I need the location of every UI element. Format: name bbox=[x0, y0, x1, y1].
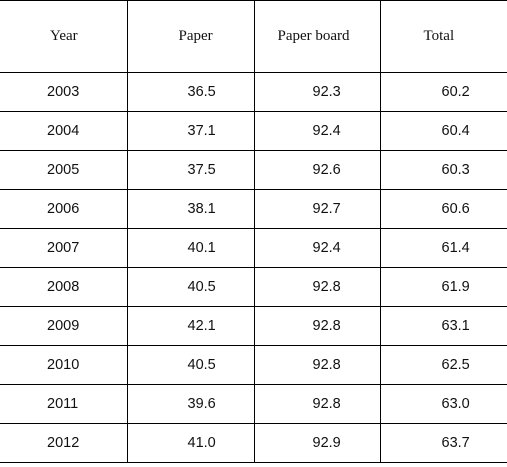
cell-paper-board: 92.8 bbox=[253, 267, 380, 307]
table-row: 2005 37.5 92.6 60.3 bbox=[0, 150, 507, 190]
cell-paper: 42.1 bbox=[126, 306, 254, 346]
cell-total: 63.7 bbox=[379, 423, 507, 463]
cell-year: 2011 bbox=[0, 384, 127, 424]
cell-year: 2003 bbox=[0, 72, 127, 112]
cell-paper-board: 92.8 bbox=[253, 306, 380, 346]
cell-paper: 40.1 bbox=[126, 228, 254, 268]
table-row: 2008 40.5 92.8 61.9 bbox=[0, 267, 507, 307]
cell-paper: 40.5 bbox=[126, 267, 254, 307]
table-row: 2006 38.1 92.7 60.6 bbox=[0, 189, 507, 229]
cell-paper-board: 92.7 bbox=[253, 189, 380, 229]
cell-paper-board: 92.8 bbox=[253, 345, 380, 385]
table-row: 2012 41.0 92.9 63.7 bbox=[0, 423, 507, 463]
cell-total: 60.2 bbox=[379, 72, 507, 112]
cell-paper-board: 92.4 bbox=[253, 228, 380, 268]
table-row: 2003 36.5 92.3 60.2 bbox=[0, 72, 507, 112]
cell-paper-board: 92.9 bbox=[253, 423, 380, 463]
table-row: 2007 40.1 92.4 61.4 bbox=[0, 228, 507, 268]
cell-paper: 37.1 bbox=[126, 111, 254, 151]
header-paper: Paper bbox=[126, 0, 254, 73]
cell-year: 2008 bbox=[0, 267, 127, 307]
cell-paper-board: 92.8 bbox=[253, 384, 380, 424]
cell-year: 2010 bbox=[0, 345, 127, 385]
cell-total: 61.9 bbox=[379, 267, 507, 307]
cell-paper: 40.5 bbox=[126, 345, 254, 385]
cell-paper: 38.1 bbox=[126, 189, 254, 229]
table-row: 2009 42.1 92.8 63.1 bbox=[0, 306, 507, 346]
table-row: 2011 39.6 92.8 63.0 bbox=[0, 384, 507, 424]
table-body: 2003 36.5 92.3 60.2 2004 37.1 92.4 60.4 2005 37.5… bbox=[0, 72, 507, 463]
cell-total: 60.3 bbox=[379, 150, 507, 190]
cell-paper-board: 92.4 bbox=[253, 111, 380, 151]
table-row: 2010 40.5 92.8 62.5 bbox=[0, 345, 507, 385]
cell-paper-board: 92.6 bbox=[253, 150, 380, 190]
cell-year: 2004 bbox=[0, 111, 127, 151]
cell-total: 60.4 bbox=[379, 111, 507, 151]
cell-paper: 37.5 bbox=[126, 150, 254, 190]
cell-year: 2006 bbox=[0, 189, 127, 229]
cell-paper: 36.5 bbox=[126, 72, 254, 112]
cell-paper: 39.6 bbox=[126, 384, 254, 424]
cell-year: 2007 bbox=[0, 228, 127, 268]
header-total: Total bbox=[379, 0, 507, 73]
cell-total: 63.0 bbox=[379, 384, 507, 424]
header-paper-board: Paper board bbox=[253, 0, 380, 73]
cell-total: 61.4 bbox=[379, 228, 507, 268]
cell-total: 63.1 bbox=[379, 306, 507, 346]
cell-year: 2005 bbox=[0, 150, 127, 190]
table-row: 2004 37.1 92.4 60.4 bbox=[0, 111, 507, 151]
cell-paper: 41.0 bbox=[126, 423, 254, 463]
cell-total: 62.5 bbox=[379, 345, 507, 385]
cell-year: 2012 bbox=[0, 423, 127, 463]
cell-total: 60.6 bbox=[379, 189, 507, 229]
header-year: Year bbox=[0, 0, 127, 73]
cell-paper-board: 92.3 bbox=[253, 72, 380, 112]
cell-year: 2009 bbox=[0, 306, 127, 346]
header-row: Year Paper Paper board Total bbox=[0, 0, 507, 73]
